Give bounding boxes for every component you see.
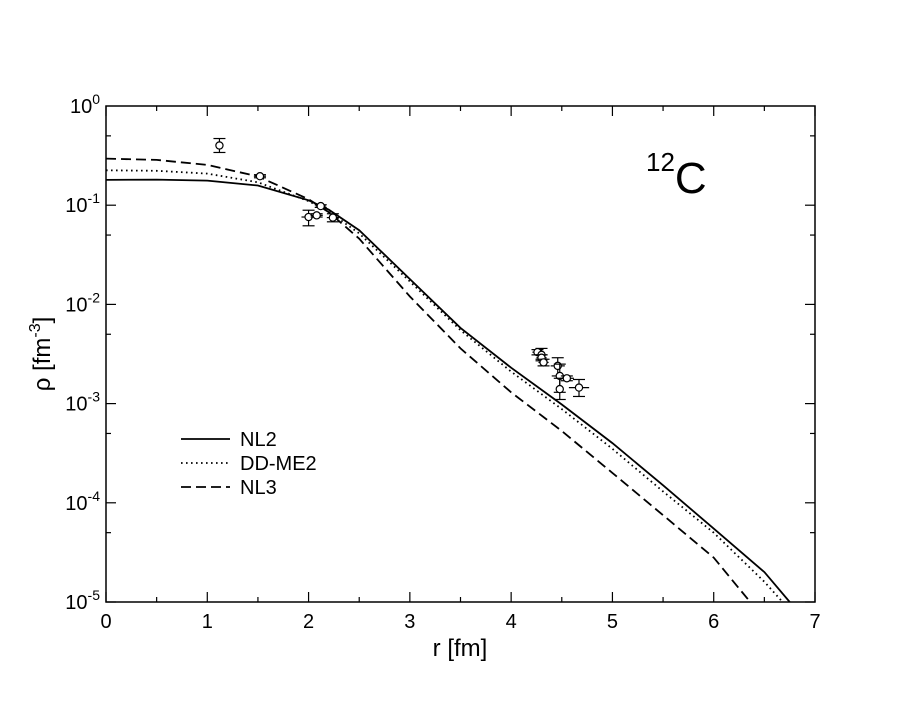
legend-label: DD-ME2 (240, 453, 317, 475)
curve-nl3 (106, 157, 751, 602)
point-marker (312, 211, 321, 220)
data-point (559, 374, 574, 383)
y-axis-title-suffix: ] (29, 317, 56, 324)
curve-nl2 (106, 178, 791, 602)
y-tick-label: 10-5 (65, 587, 100, 614)
x-tick-label: 7 (809, 611, 820, 633)
data-point (537, 358, 550, 367)
point-marker (215, 141, 224, 150)
x-tick-label: 5 (607, 611, 618, 633)
experimental-points (213, 137, 590, 401)
data-point (253, 172, 267, 181)
point-marker (316, 201, 325, 211)
y-tick-label: 100 (70, 91, 100, 118)
data-point (310, 211, 323, 220)
y-tick-label: 10-1 (65, 190, 100, 217)
y-axis-title: ρ [fm-3] (27, 317, 56, 392)
y-axis-ticks: 100 10-1 10-2 10-3 10-4 10-5 (65, 91, 815, 614)
point-marker (328, 213, 338, 222)
data-point (213, 137, 226, 154)
point-marker (574, 383, 584, 392)
data-point (326, 213, 339, 223)
x-tick-label: 0 (100, 611, 111, 633)
legend-item-nl2: NL2 (181, 429, 277, 451)
point-marker (255, 172, 265, 181)
nucleus-mass-number: 12 (646, 147, 675, 177)
point-marker (555, 384, 564, 394)
y-axis-title-prefix: ρ [fm (29, 338, 56, 392)
y-axis-title-exponent: -3 (27, 323, 44, 337)
x-tick-label: 2 (303, 611, 314, 633)
x-tick-label: 4 (506, 611, 517, 633)
legend-item-dd-me2: DD-ME2 (181, 453, 317, 475)
data-point (568, 378, 590, 398)
curve-dd-me2 (106, 169, 784, 602)
data-point (314, 201, 327, 211)
nucleus-label: 12C (646, 147, 707, 203)
y-tick-label: 10-4 (65, 488, 100, 515)
y-tick-label: 10-3 (65, 389, 100, 416)
density-curves (106, 157, 791, 602)
nucleus-symbol: C (675, 154, 707, 203)
legend-item-nl3: NL3 (181, 477, 277, 499)
legend-label: NL3 (240, 477, 277, 499)
y-tick-label: 10-2 (65, 289, 100, 316)
point-marker (562, 374, 572, 383)
x-tick-label: 3 (404, 611, 415, 633)
x-axis-title: r [fm] (433, 635, 488, 662)
x-tick-label: 1 (202, 611, 213, 633)
data-point (553, 377, 566, 401)
point-marker (539, 358, 548, 367)
x-tick-label: 6 (708, 611, 719, 633)
data-point (301, 209, 316, 227)
legend-label: NL2 (240, 429, 277, 451)
